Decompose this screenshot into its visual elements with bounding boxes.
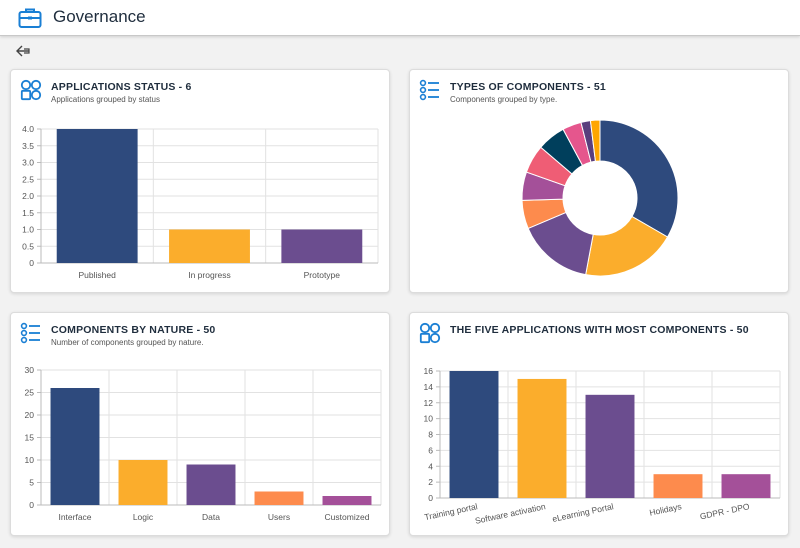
- y-tick-label: 25: [25, 388, 35, 398]
- y-tick-label: 2: [428, 477, 433, 487]
- card-title: APPLICATIONS STATUS - 6: [51, 81, 192, 93]
- bar[interactable]: [585, 394, 635, 498]
- x-tick-label: Customized: [325, 512, 370, 522]
- y-tick-label: 14: [424, 382, 434, 392]
- y-tick-label: 1.5: [22, 208, 34, 218]
- bar[interactable]: [186, 464, 236, 506]
- components-by-nature-card: COMPONENTS BY NATURE - 50 Number of comp…: [10, 312, 390, 536]
- y-tick-label: 2.5: [22, 174, 34, 184]
- y-tick-label: 10: [25, 455, 35, 465]
- bar[interactable]: [56, 129, 138, 263]
- card-subtitle: Applications grouped by status: [51, 95, 160, 104]
- donut-slice[interactable]: [589, 119, 601, 162]
- y-tick-label: 0: [29, 258, 34, 268]
- back-arrow-icon[interactable]: [15, 44, 31, 58]
- apps-grid-icon: [20, 79, 42, 101]
- y-tick-label: 5: [29, 478, 34, 488]
- card-subtitle: Components grouped by type.: [450, 95, 558, 104]
- bar[interactable]: [254, 491, 304, 506]
- y-tick-label: 0: [428, 493, 433, 503]
- bar[interactable]: [653, 474, 703, 498]
- y-tick-label: 3.5: [22, 141, 34, 151]
- y-tick-label: 10: [424, 414, 434, 424]
- y-tick-label: 8: [428, 430, 433, 440]
- x-tick-label: Data: [202, 512, 220, 522]
- y-tick-label: 4.0: [22, 124, 34, 134]
- x-tick-label: Training portal: [423, 501, 478, 522]
- y-tick-label: 6: [428, 445, 433, 455]
- bar[interactable]: [721, 474, 771, 498]
- x-tick-label: Published: [78, 270, 116, 280]
- list-icon: [419, 79, 439, 101]
- x-tick-label: Users: [268, 512, 290, 522]
- donut-slice[interactable]: [585, 215, 669, 277]
- applications-status-chart: 0 0.5 1.0 1.5 2.0 2.5 3.0 3.5 4.0 Published In pro…: [22, 124, 379, 280]
- bar[interactable]: [322, 496, 372, 505]
- y-tick-label: 3.0: [22, 158, 34, 168]
- x-tick-label: Software activation: [474, 501, 547, 526]
- y-tick-label: 15: [25, 433, 35, 443]
- y-tick-label: 0.5: [22, 241, 34, 251]
- card-title: THE FIVE APPLICATIONS WITH MOST COMPONEN…: [450, 324, 749, 336]
- applications-status-card: APPLICATIONS STATUS - 6 Applications gro…: [10, 69, 390, 293]
- bar[interactable]: [517, 378, 567, 498]
- top-bar: Governance: [0, 0, 800, 36]
- bar[interactable]: [449, 371, 499, 498]
- x-tick-label: In progress: [188, 270, 231, 280]
- donut-slice[interactable]: [599, 119, 679, 238]
- x-tick-label: Logic: [133, 512, 154, 522]
- y-tick-label: 16: [424, 366, 434, 376]
- x-tick-label: eLearning Portal: [551, 501, 614, 524]
- types-of-components-card: TYPES OF COMPONENTS - 51 Components grou…: [409, 69, 789, 293]
- bar[interactable]: [118, 460, 168, 505]
- x-tick-label: Prototype: [304, 270, 341, 280]
- y-tick-label: 30: [25, 365, 35, 375]
- card-subtitle: Number of components grouped by nature.: [51, 338, 204, 347]
- types-of-components-donut-chart: [521, 119, 679, 277]
- apps-grid-icon: [419, 322, 441, 344]
- bar[interactable]: [281, 229, 363, 264]
- y-tick-label: 20: [25, 410, 35, 420]
- y-tick-label: 2.0: [22, 191, 34, 201]
- bar[interactable]: [169, 229, 250, 264]
- list-icon: [20, 322, 40, 344]
- y-tick-label: 12: [424, 398, 434, 408]
- x-tick-label: GDPR - DPO: [699, 501, 751, 521]
- card-title: COMPONENTS BY NATURE - 50: [51, 324, 216, 336]
- y-tick-label: 4: [428, 461, 433, 471]
- y-tick-label: 1.0: [22, 225, 34, 235]
- x-tick-label: Interface: [58, 512, 91, 522]
- briefcase-icon: [18, 8, 42, 28]
- x-tick-label: Holidays: [648, 501, 682, 518]
- card-title: TYPES OF COMPONENTS - 51: [450, 81, 606, 93]
- components-by-nature-chart: 0 5 10 15 20 25 30 Interface Logic Data Users Custo…: [25, 365, 382, 522]
- page-title: Governance: [53, 7, 146, 26]
- top-five-applications-card: THE FIVE APPLICATIONS WITH MOST COMPONEN…: [409, 312, 789, 536]
- bar[interactable]: [50, 388, 100, 505]
- y-tick-label: 0: [29, 500, 34, 510]
